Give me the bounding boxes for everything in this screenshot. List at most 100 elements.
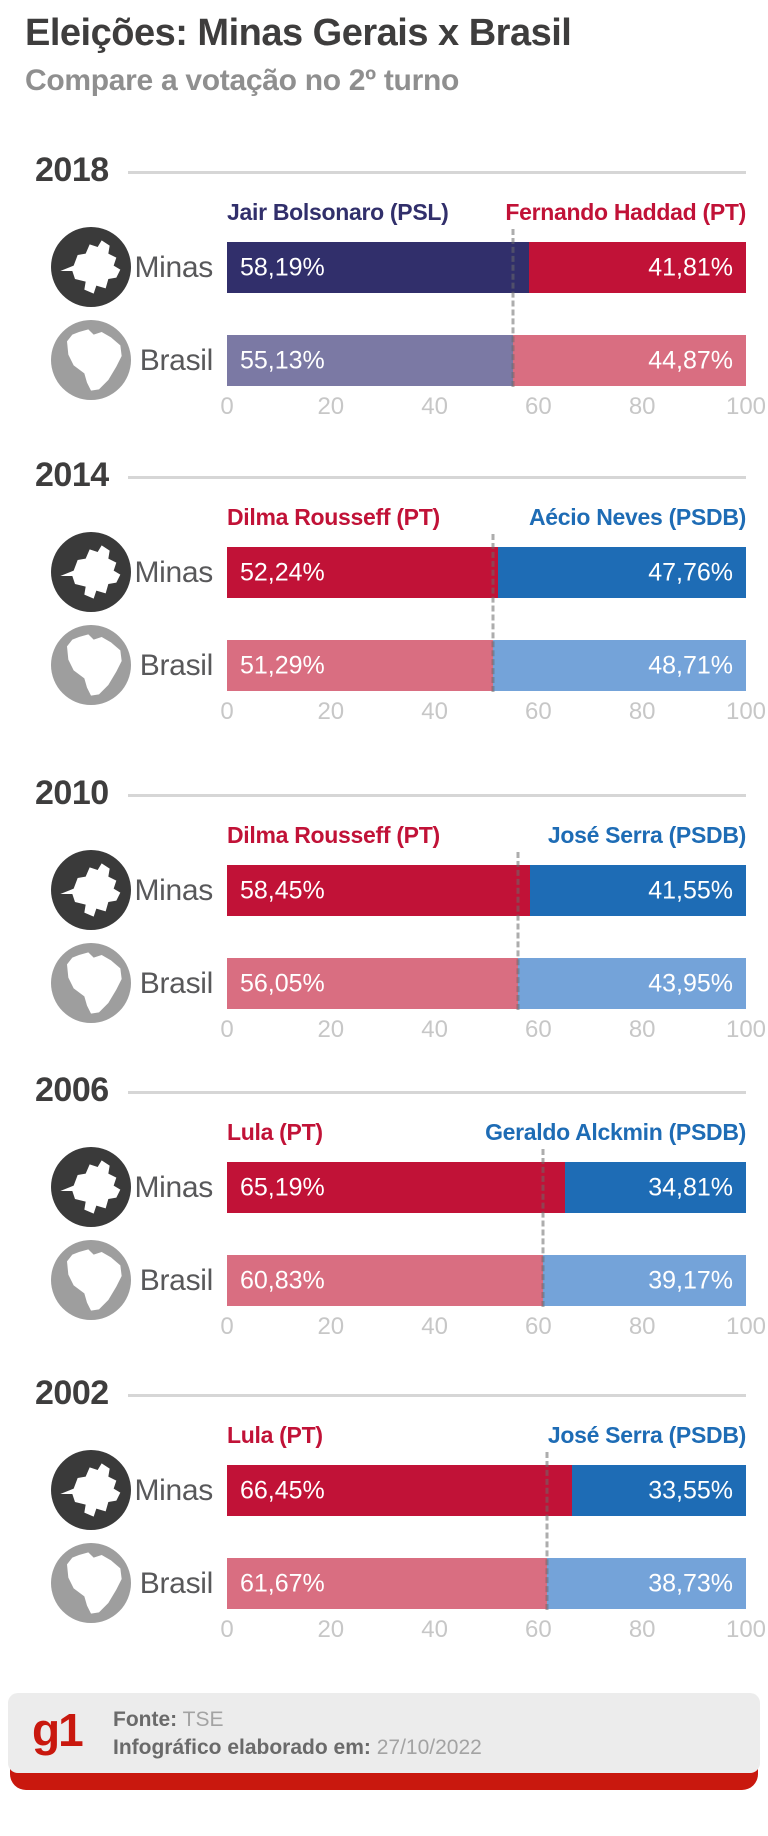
year-divider-line: [128, 476, 746, 479]
axis-tick: 20: [317, 1016, 345, 1043]
date-label: Infográfico elaborado em:: [113, 1736, 371, 1759]
pct-label: 56,05%: [240, 969, 325, 997]
bar-segment-left: 65,19%: [227, 1162, 566, 1213]
section-2018: 2018 Jair Bolsonaro (PSL) Fernando Hadda…: [0, 151, 768, 427]
bar-segment-left: 56,05%: [227, 958, 518, 1009]
bar-minas: 58,45% 41,55%: [227, 865, 746, 916]
bar-brasil: 51,29% 48,71%: [227, 640, 746, 691]
bar-segment-right: 41,81%: [529, 242, 746, 293]
section-2010: 2010 Dilma Rousseff (PT) José Serra (PSD…: [0, 774, 768, 1050]
year-label: 2014: [35, 456, 109, 494]
candidate-legend: Dilma Rousseff (PT) José Serra (PSDB): [227, 822, 746, 850]
brasil-map-icon: [51, 1543, 131, 1623]
axis-tick: 0: [220, 393, 234, 420]
brasil-map-icon: [51, 320, 131, 400]
axis-tick: 80: [628, 1313, 656, 1340]
axis-tick: 100: [725, 1616, 767, 1643]
axis-tick: 60: [525, 1616, 552, 1643]
pct-label: 41,55%: [648, 876, 733, 904]
axis-tick: 40: [421, 1616, 448, 1643]
minas-gerais-map-icon: [51, 532, 131, 612]
pct-label: 44,87%: [648, 346, 733, 374]
axis-tick: 40: [421, 698, 448, 725]
page-title: Eleições: Minas Gerais x Brasil: [25, 12, 572, 54]
axis-tick: 100: [725, 698, 767, 725]
bar-segment-right: 39,17%: [542, 1255, 746, 1306]
g1-logo: g1: [32, 1704, 84, 1756]
bar-brasil: 56,05% 43,95%: [227, 958, 746, 1009]
row-label-brasil: Brasil: [139, 1567, 214, 1600]
bar-segment-right: 33,55%: [571, 1465, 746, 1516]
pct-label: 39,17%: [648, 1266, 733, 1294]
axis-tick: 60: [525, 393, 552, 420]
candidate-left-label: Jair Bolsonaro (PSL): [227, 199, 449, 225]
axis-tick: 40: [421, 1313, 448, 1340]
axis-tick: 20: [317, 698, 345, 725]
bar-minas: 65,19% 34,81%: [227, 1162, 746, 1213]
bar-segment-left: 55,13%: [227, 335, 514, 386]
bar-segment-right: 34,81%: [565, 1162, 746, 1213]
row-label-brasil: Brasil: [139, 649, 214, 682]
axis-tick: 100: [725, 1016, 767, 1043]
section-2002: 2002 Lula (PT) José Serra (PSDB) Minas 6…: [0, 1374, 768, 1650]
minas-gerais-map-icon: [51, 1450, 131, 1530]
axis-tick: 60: [525, 698, 552, 725]
pct-label: 51,29%: [240, 651, 325, 679]
minas-gerais-map-icon: [51, 227, 131, 307]
axis-tick: 40: [421, 1016, 448, 1043]
pct-label: 43,95%: [648, 969, 733, 997]
candidate-left-label: Dilma Rousseff (PT): [227, 822, 440, 848]
year-label: 2010: [35, 774, 109, 812]
bar-brasil: 61,67% 38,73%: [227, 1558, 746, 1609]
brasil-map-icon: [51, 1240, 131, 1320]
bar-minas: 52,24% 47,76%: [227, 547, 746, 598]
bar-minas: 58,19% 41,81%: [227, 242, 746, 293]
year-label: 2018: [35, 151, 109, 189]
pct-label: 47,76%: [648, 558, 733, 586]
bar-segment-left: 61,67%: [227, 1558, 548, 1609]
axis-tick: 60: [525, 1313, 552, 1340]
date-line: Infográfico elaborado em: 27/10/2022: [113, 1734, 482, 1762]
year-divider-line: [128, 794, 746, 797]
pct-label: 48,71%: [648, 651, 733, 679]
axis-tick: 20: [317, 1313, 345, 1340]
axis-tick: 80: [628, 1016, 656, 1043]
bar-segment-left: 51,29%: [227, 640, 494, 691]
x-axis: 0 20 40 60 80 100: [220, 1313, 766, 1340]
pct-label: 55,13%: [240, 346, 325, 374]
pct-label: 52,24%: [240, 558, 325, 586]
axis-tick: 80: [628, 393, 656, 420]
candidate-right-label: José Serra (PSDB): [547, 822, 746, 848]
pct-label: 58,45%: [240, 876, 325, 904]
bar-segment-right: 47,76%: [498, 547, 746, 598]
brasil-map-icon: [51, 625, 131, 705]
candidate-left-label: Dilma Rousseff (PT): [227, 504, 440, 530]
source-label: Fonte:: [113, 1708, 178, 1731]
row-label-minas: Minas: [134, 1171, 213, 1204]
bar-brasil: 55,13% 44,87%: [227, 335, 746, 386]
footer: g1 Fonte: TSE Infográfico elaborado em: …: [8, 1693, 760, 1773]
bar-segment-left: 58,45%: [227, 865, 531, 916]
bar-segment-right: 38,73%: [547, 1558, 746, 1609]
bar-segment-right: 41,55%: [530, 865, 746, 916]
pct-label: 41,81%: [648, 253, 733, 281]
source-line: Fonte: TSE: [113, 1706, 482, 1734]
minas-gerais-map-icon: [51, 850, 131, 930]
candidate-left-label: Lula (PT): [227, 1422, 323, 1448]
axis-tick: 60: [525, 1016, 552, 1043]
axis-tick: 100: [725, 393, 767, 420]
footer-credits: Fonte: TSE Infográfico elaborado em: 27/…: [113, 1706, 482, 1762]
row-label-minas: Minas: [134, 874, 213, 907]
x-axis: 0 20 40 60 80 100: [220, 393, 766, 420]
bar-segment-left: 60,83%: [227, 1255, 543, 1306]
pct-label: 58,19%: [240, 253, 325, 281]
bar-segment-right: 43,95%: [517, 958, 746, 1009]
row-label-minas: Minas: [134, 251, 213, 284]
axis-tick: 0: [220, 698, 234, 725]
candidate-right-label: Aécio Neves (PSDB): [528, 504, 746, 530]
bar-brasil: 60,83% 39,17%: [227, 1255, 746, 1306]
bar-segment-left: 52,24%: [227, 547, 499, 598]
section-2014: 2014 Dilma Rousseff (PT) Aécio Neves (PS…: [0, 456, 768, 732]
row-label-minas: Minas: [134, 556, 213, 589]
